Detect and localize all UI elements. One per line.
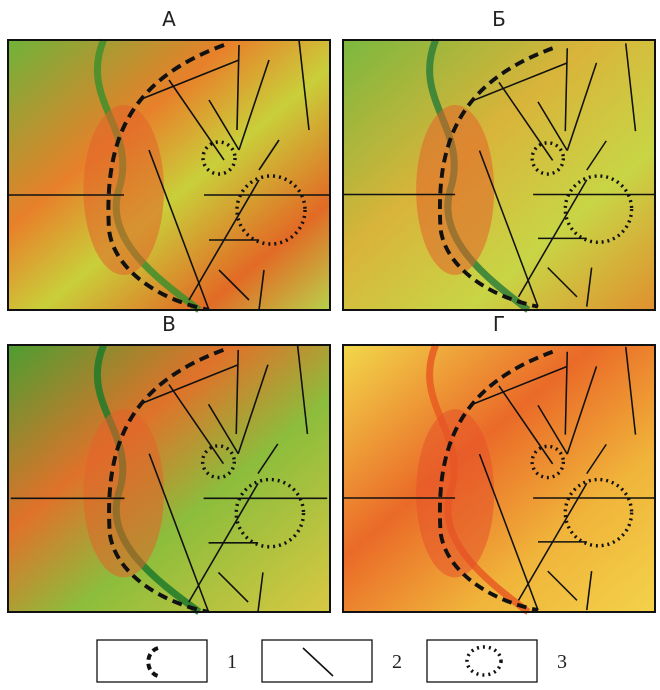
map-panel: В (8, 312, 330, 612)
map-panel: А (8, 7, 330, 310)
map-image (343, 40, 655, 310)
map-panel: Г (343, 312, 655, 612)
legend-number: 1 (227, 651, 237, 673)
map-panel: Б (343, 7, 655, 310)
panel-label: Г (493, 312, 505, 336)
legend-number: 2 (392, 651, 402, 673)
figure: А Б В Г 1 2 3 (0, 0, 660, 690)
panel-label: Б (492, 7, 506, 31)
panel-label: В (162, 312, 176, 336)
map-image (343, 345, 655, 612)
legend-number: 3 (557, 651, 567, 673)
panel-label: А (162, 7, 176, 31)
figure-canvas: А Б В Г 1 2 3 (0, 0, 660, 690)
legend (97, 640, 537, 682)
